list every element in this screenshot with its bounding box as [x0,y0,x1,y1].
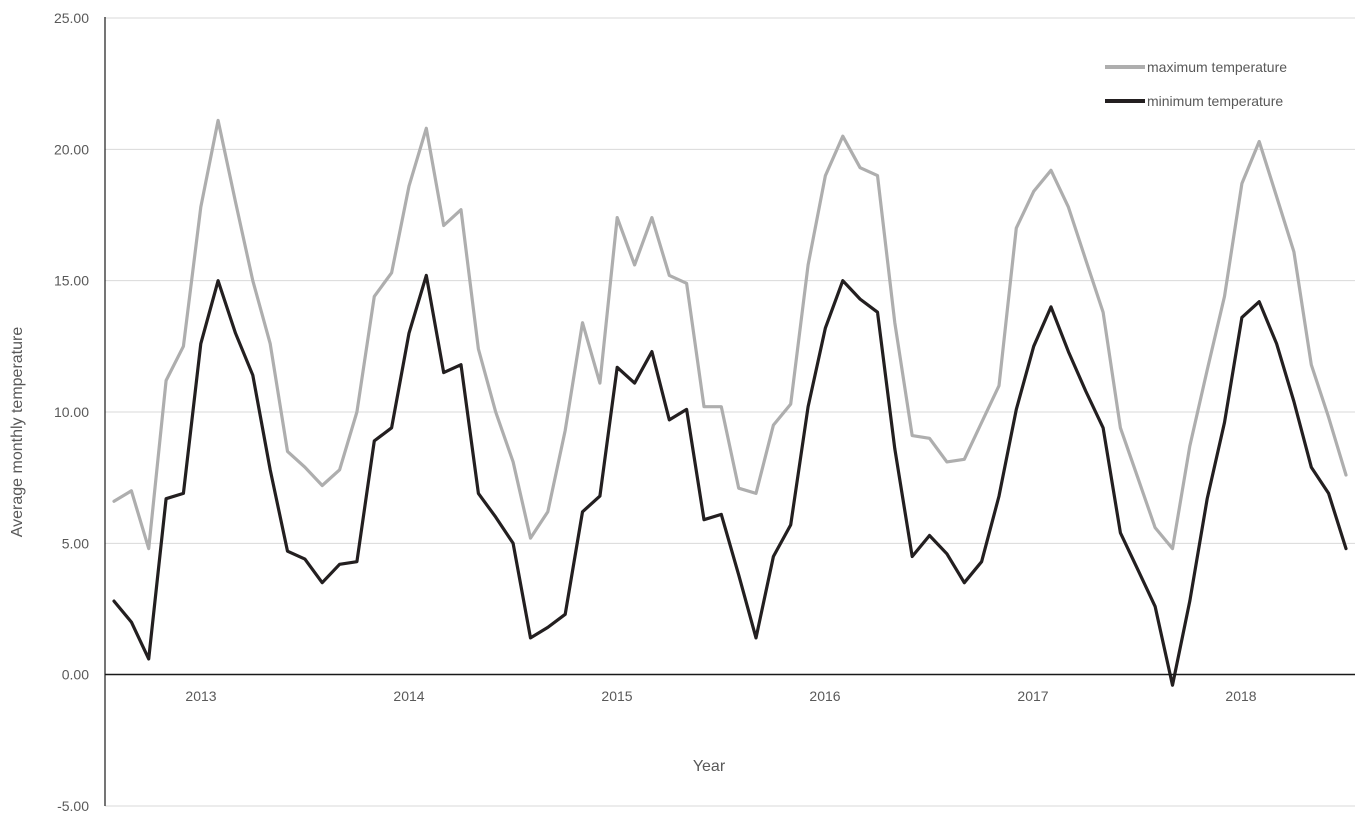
y-tick-label: 15.00 [54,273,89,289]
y-tick-label: -5.00 [57,798,89,814]
x-tick-label: 2016 [809,688,840,704]
series-line-minimum [112,273,1348,687]
x-axis-ticks: 2013 2014 2015 2016 2017 2018 [185,688,1256,704]
legend-label-min: minimum temperature [1147,93,1283,109]
x-tick-label: 2013 [185,688,216,704]
y-tick-label: 0.00 [62,667,89,683]
x-tick-label: 2017 [1017,688,1048,704]
y-tick-label: 10.00 [54,404,89,420]
x-tick-label: 2015 [601,688,632,704]
x-axis-title: Year [693,758,726,775]
y-axis-ticks: 25.00 20.00 15.00 10.00 5.00 0.00 -5.00 [54,10,89,814]
legend: maximum temperature minimum temperature [1105,59,1287,109]
y-axis-title: Average monthly temperature [9,327,26,538]
legend-label-max: maximum temperature [1147,59,1287,75]
y-tick-label: 25.00 [54,10,89,26]
series-lines [112,118,1348,687]
y-tick-label: 20.00 [54,141,89,157]
y-tick-label: 5.00 [62,535,89,551]
x-tick-label: 2014 [393,688,424,704]
x-tick-label: 2018 [1225,688,1256,704]
series-line-maximum [112,118,1348,551]
gridlines [105,17,1355,807]
